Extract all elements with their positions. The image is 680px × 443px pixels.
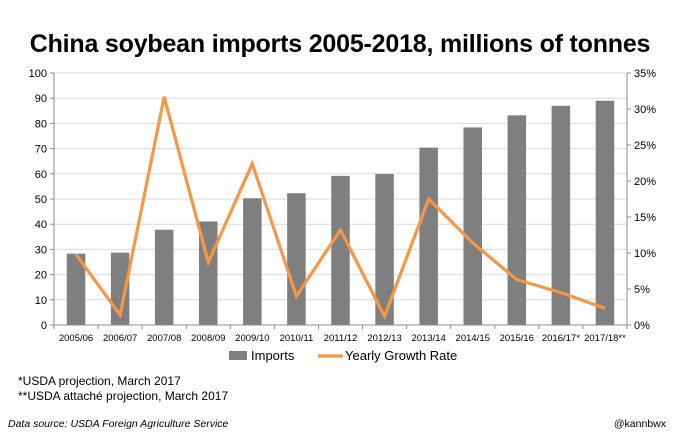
left-axis-tick-label: 100 [29,68,47,80]
left-axis-tick-label: 30 [35,244,47,256]
data-source: Data source: USDA Foreign Agriculture Se… [8,418,229,430]
left-axis-tick-label: 10 [35,295,47,307]
legend-label-growth: Yearly Growth Rate [345,348,457,363]
left-axis-tick-label: 50 [35,194,47,206]
legend: Imports Yearly Growth Rate [229,348,457,363]
bar-series-imports [66,100,615,325]
left-axis-tick-label: 0 [41,320,47,332]
footnote-attache-projection: **USDA attaché projection, March 2017 [18,389,229,403]
x-axis-tick-label: 2008/09 [191,333,225,344]
x-axis-tick-label: 2017/18** [584,333,626,344]
right-axis-tick-label: 20% [634,176,656,188]
left-axis-tick-label: 90 [35,93,47,105]
right-axis-tick-label: 30% [634,104,656,116]
left-axis-tick-label: 80 [35,118,47,130]
left-axis-tick-label: 40 [35,219,47,231]
x-axis-tick-label: 2012/13 [367,333,401,344]
x-axis-tick-label: 2011/12 [324,333,358,344]
axes: 0 10 20 30 40 50 60 70 80 90 100 0% 5% 10% 15% 20% 25% 30… [29,68,657,344]
right-axis-tick-label: 35% [634,68,656,80]
bar-imports [463,127,482,325]
footnote-usda-projection: *USDA projection, March 2017 [18,374,181,388]
x-axis-tick-label: 2010/11 [280,333,314,344]
bar-imports [419,147,438,325]
bar-imports [595,100,615,325]
bar-imports [243,198,262,325]
right-axis-tick-label: 10% [634,248,656,260]
chart-title: China soybean imports 2005-2018, million… [29,30,651,58]
x-axis-tick-label: 2006/07 [103,333,137,344]
x-axis-tick-label: 2015/16 [500,333,534,344]
bar-imports [331,175,350,325]
bar-imports [375,174,394,325]
right-axis-tick-label: 15% [634,212,656,224]
left-axis-tick-label: 20 [35,270,47,282]
x-axis-tick-label: 2005/06 [59,333,93,344]
legend-swatch-imports [229,351,247,360]
bar-imports [154,229,174,325]
x-axis-tick-label: 2009/10 [235,333,269,344]
x-axis-tick-label: 2014/15 [456,333,490,344]
x-axis-tick-label: 2007/08 [147,333,181,344]
left-axis-tick-label: 60 [35,169,47,181]
right-axis-tick-label: 5% [634,284,650,296]
x-axis-tick-label: 2013/14 [411,333,445,344]
author-credit: @kannbwx [613,418,666,430]
bar-imports [287,193,306,325]
right-axis-tick-label: 25% [634,140,656,152]
legend-label-imports: Imports [251,348,295,363]
bar-imports [66,253,86,325]
bar-imports [507,115,527,325]
line-growth-rate [74,96,606,321]
left-axis-tick-label: 70 [35,144,47,156]
right-axis-tick-label: 0% [634,320,650,332]
line-series-growth [74,96,606,321]
x-axis-tick-label: 2016/17* [542,333,580,344]
bar-imports [551,105,571,325]
